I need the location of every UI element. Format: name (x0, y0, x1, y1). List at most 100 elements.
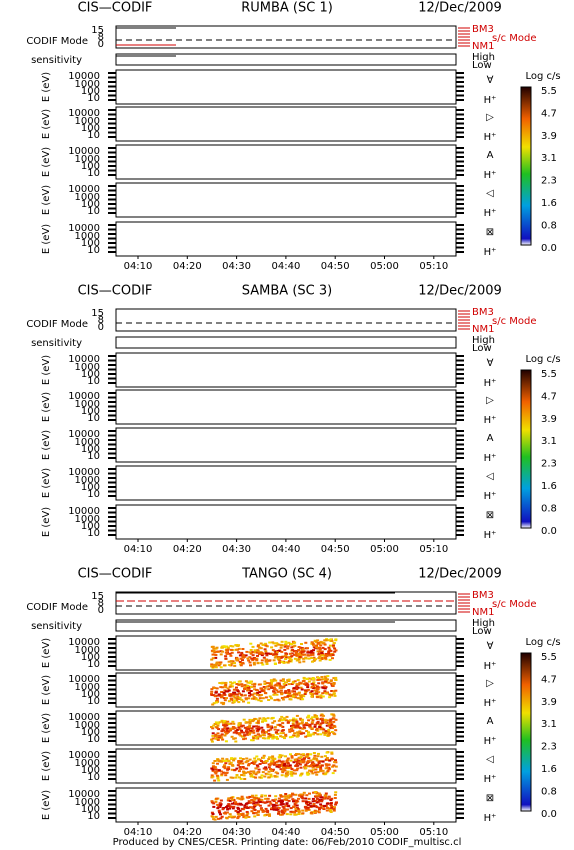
spectrogram-pixel (223, 699, 227, 702)
direction-symbol: ▷ (486, 678, 494, 689)
spectrogram-pixel (298, 654, 302, 657)
spectrogram-pixel (300, 722, 304, 725)
spectrogram-pixel (257, 798, 261, 801)
spectrogram-pixel (280, 661, 284, 664)
spectrogram-pixel (315, 685, 319, 688)
spectrogram-pixel (319, 696, 323, 699)
sensitivity-high: High (472, 335, 495, 346)
spectrogram-pixel (259, 734, 263, 737)
spectrogram-pixel (281, 766, 285, 769)
spectrogram-pixel (318, 648, 322, 651)
spectrogram-pixel (223, 682, 227, 684)
spectrogram-pixel (246, 684, 250, 687)
spectrogram-pixel (229, 805, 233, 808)
spectrogram-pixel (223, 685, 227, 688)
spectrogram-pixel (310, 722, 314, 725)
spectrogram-pixel (235, 644, 239, 647)
spectrogram-pixel (327, 768, 331, 771)
spectrogram-pixel (312, 758, 316, 761)
spectrogram-pixel (222, 812, 226, 815)
spectrogram-pixel (320, 717, 324, 720)
spectrogram-pixel (297, 811, 301, 814)
spectrogram-pixel (286, 695, 290, 698)
spectrogram-pixel (229, 815, 233, 818)
spectrogram-pixel (263, 683, 267, 685)
spectrogram-pixel (260, 659, 264, 662)
colorbar-tick-label: 3.9 (541, 414, 557, 425)
spectrogram-pixel (283, 795, 287, 798)
colorbar (520, 86, 532, 246)
energy-tick: 10000 (68, 506, 100, 517)
spectrogram-pixel (297, 759, 301, 762)
spectrogram-pixel (318, 726, 322, 728)
spectrogram-pixel (326, 758, 330, 761)
spectrogram-pixel (258, 758, 262, 761)
spectrogram-pixel (216, 777, 220, 780)
spectrogram-pixel (321, 686, 325, 689)
spectrogram-pixel (262, 686, 266, 688)
spectrogram-pixel (216, 758, 220, 761)
spectrogram-pixel (241, 812, 245, 815)
spectrogram-pixel (238, 728, 242, 731)
spectrogram-pixel (210, 774, 214, 777)
spectrogram-pixel (237, 807, 240, 810)
spectrogram-pixel (232, 694, 236, 697)
spectrogram-pixel (257, 728, 261, 731)
time-tick-label: 05:10 (419, 261, 448, 272)
spectrogram-pixel (216, 759, 220, 762)
spectrogram-pixel (245, 730, 248, 733)
spectrogram-pixel (300, 719, 304, 722)
spectrogram-pixel (314, 805, 318, 808)
spectrogram-pixel (245, 760, 249, 763)
spectrogram-pixel (293, 759, 297, 762)
spectrogram-pixel (214, 800, 218, 803)
spectrogram-pixel (318, 646, 321, 649)
spectrogram-pixel (225, 729, 229, 732)
spectrogram-pixel (285, 803, 289, 806)
spectrogram-pixel (281, 686, 285, 689)
mode-legend-top: BM3 (472, 307, 494, 318)
spectrogram-pixel (286, 770, 290, 773)
spectrogram-pixel (211, 703, 215, 706)
spectrogram-pixel (304, 691, 308, 694)
species-label: H⁺ (484, 208, 497, 219)
spectrogram-pixel (310, 690, 314, 693)
spectrogram-pixel (271, 649, 275, 652)
spectrogram-pixel (301, 809, 305, 812)
spectrogram-pixel (237, 647, 241, 650)
spectrogram-pixel (311, 693, 314, 696)
spectrogram-pixel (320, 800, 324, 803)
energy-tick: 10000 (68, 146, 100, 157)
energy-tick: 10000 (68, 223, 100, 234)
spectrogram-pixel (223, 693, 227, 696)
spectrogram-pixel (318, 808, 321, 811)
energy-tick: 1000 (75, 682, 100, 693)
spectrogram-pixel (316, 639, 320, 642)
spectrogram-pixel (329, 649, 333, 652)
spectrogram-pixel (214, 691, 218, 694)
spectrogram-pixel (234, 809, 238, 812)
energy-tick: 10000 (68, 71, 100, 82)
spectrogram-pixel (239, 768, 243, 770)
spectrogram-pixel (311, 652, 315, 655)
spectrogram-pixel (237, 701, 241, 704)
spectrogram-pixel (297, 697, 301, 700)
energy-tick: 10000 (68, 674, 100, 685)
spectrogram-pixel (317, 811, 321, 814)
colorbar-tick-label: 0.8 (541, 786, 557, 797)
spectrogram-pixel (323, 755, 327, 758)
spectrogram-pixel (262, 690, 266, 693)
spectrogram-pixel (259, 694, 263, 696)
spectrogram-pixel (263, 648, 267, 651)
spectrogram-pixel (239, 664, 243, 667)
spectrogram-pixel (256, 771, 260, 774)
spectrogram-pixel (295, 799, 299, 802)
sensitivity-panel (115, 53, 457, 66)
spectrogram-pixel (221, 728, 225, 731)
spectrogram-pixel (212, 805, 216, 808)
spectrogram-pixel (224, 762, 228, 765)
direction-symbol: A (487, 433, 494, 444)
spectrogram-pixel (247, 701, 251, 704)
spectrogram-pixel (227, 766, 231, 769)
